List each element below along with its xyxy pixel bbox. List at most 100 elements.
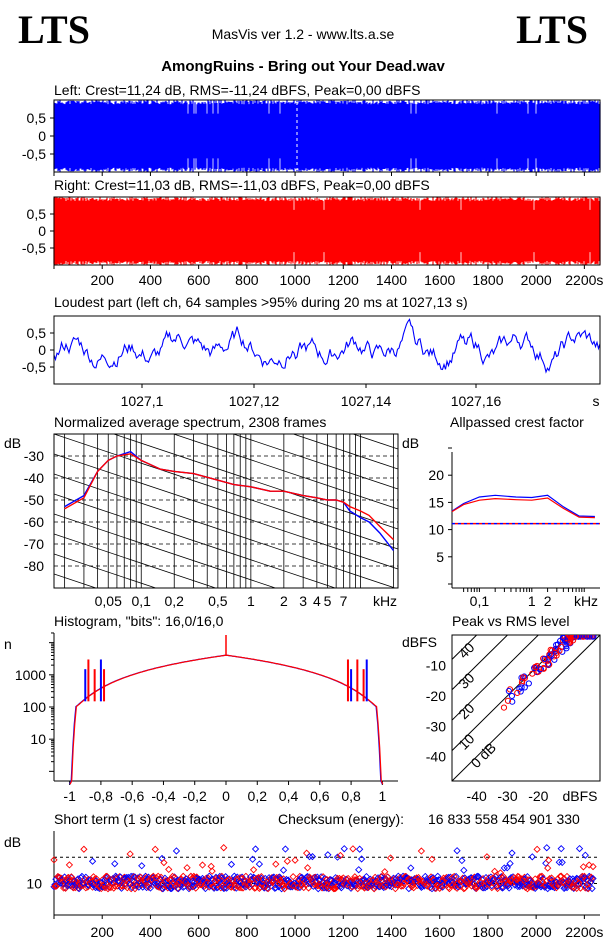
crest-point	[387, 876, 396, 885]
pvr-point	[540, 665, 547, 672]
crest-point	[579, 863, 588, 871]
crest-point	[535, 879, 543, 888]
y-tick-label: -60	[24, 514, 44, 530]
x-tick-label: 1027,12	[229, 393, 280, 409]
short-term-crest-chart: dB 10 200 400 600 800 1000 1200 1400 1600 1800 2000…	[4, 831, 603, 940]
crest-point	[251, 845, 260, 853]
crest-series-1	[451, 497, 595, 519]
crest-point	[585, 861, 593, 869]
x-tick-label: 0,6	[310, 788, 330, 804]
crest-point	[264, 884, 272, 893]
crest-point	[191, 882, 199, 890]
spectrum-series-0	[64, 450, 395, 552]
y-tick-label: -40	[24, 470, 44, 486]
x-tick-label: -1	[63, 788, 76, 804]
crest-point	[283, 857, 291, 865]
slope-line	[172, 434, 398, 510]
x-tick-label: 800	[235, 924, 259, 940]
crest-point	[61, 884, 70, 892]
y-tick-label: -70	[24, 536, 44, 552]
slope-line	[112, 434, 398, 530]
x-tick-label: 0,1	[470, 593, 490, 609]
crest-point	[508, 849, 516, 857]
y-tick-label: 0,5	[27, 110, 47, 126]
x-tick-label: -40	[467, 788, 487, 804]
app-title: MasVis ver 1.2 - www.lts.a.se	[211, 26, 395, 42]
crest-point	[414, 873, 423, 882]
pvr-point	[541, 655, 548, 662]
lts-logo-right: LTS	[516, 7, 588, 52]
crest-point	[574, 881, 583, 889]
x-unit-label: s	[593, 393, 600, 409]
crest-point	[453, 847, 461, 855]
crest-point	[547, 874, 556, 882]
crest-point	[407, 864, 415, 872]
y-tick-label: -20	[426, 688, 446, 704]
pvr-point	[559, 635, 566, 641]
x-tick-label: 600	[187, 924, 211, 940]
crest-point	[202, 874, 210, 882]
y-tick-label: 10	[30, 731, 46, 747]
checksum-label: Checksum (energy):	[278, 811, 405, 827]
plot-frame	[53, 433, 399, 589]
crest-point	[331, 884, 340, 892]
pvr-point	[529, 670, 536, 677]
crest-point	[242, 872, 250, 880]
crest-point	[408, 883, 416, 891]
crest-point	[533, 845, 541, 853]
crest-point	[426, 884, 434, 892]
crest-diagonal	[452, 635, 600, 781]
x-tick-label: 0,2	[248, 788, 268, 804]
x-tick-label: 1000	[279, 272, 310, 288]
y-tick-label: 0	[38, 223, 46, 239]
crest-point	[492, 872, 500, 880]
crest-point	[115, 873, 124, 881]
crest-point	[249, 866, 258, 874]
crest-point	[208, 867, 216, 875]
pvr-point	[514, 689, 521, 697]
right-waveform-chart: 0,50-0,5 200 400 600 800 1000 1200 1400 1600 1800…	[22, 196, 603, 288]
pvr-point	[500, 704, 508, 711]
crest-point	[324, 851, 332, 859]
x-tick-label: 1000	[279, 924, 310, 940]
x-tick-label: -30	[497, 788, 517, 804]
crest-point	[538, 872, 546, 880]
crest-point	[157, 873, 165, 881]
crest-point	[378, 872, 386, 881]
crest-point	[198, 861, 207, 869]
crest-point	[80, 845, 88, 853]
crest-point	[505, 884, 513, 892]
x-tick-label: 200	[91, 924, 115, 940]
pvr-diagonals	[452, 635, 600, 781]
crest-point	[589, 874, 597, 883]
crest-point	[340, 845, 348, 853]
crest-point	[578, 872, 587, 881]
right-channel-title: Right: Crest=11,03 dB, RMS=-11,03 dBFS, …	[54, 177, 430, 193]
x-tick-label: 0,8	[341, 788, 361, 804]
x-axis-label: kHz	[373, 593, 397, 609]
crest-point	[356, 845, 364, 853]
crest-point	[204, 874, 212, 882]
crest-point	[103, 872, 111, 881]
crest-point	[158, 884, 166, 893]
crest-point	[491, 867, 499, 875]
y-axis-label: n	[4, 636, 12, 652]
diagonal-label: 30	[455, 669, 477, 691]
crest-point	[88, 857, 97, 865]
crest-point	[493, 882, 502, 890]
crest-point	[65, 861, 74, 869]
crest-point	[223, 875, 232, 883]
x-tick-label: 1400	[376, 924, 407, 940]
crest-point	[227, 860, 236, 869]
crest-point	[576, 884, 585, 892]
checksum-value: 16 833 558 454 901 330	[428, 811, 580, 827]
x-tick-label: 1400	[376, 272, 407, 288]
pvr-point	[519, 674, 527, 681]
x-tick-label: 2000	[521, 272, 552, 288]
loudest-part-chart: 0,50-0,5 1027,1 1027,12 1027,14 1027,16 s	[22, 315, 601, 409]
crest-point	[473, 872, 481, 880]
y-tick-label: -0,5	[22, 359, 46, 375]
crest-diagonal	[452, 635, 478, 660]
x-tick-label: -0,6	[120, 788, 144, 804]
x-tick-label: 2000	[521, 924, 552, 940]
